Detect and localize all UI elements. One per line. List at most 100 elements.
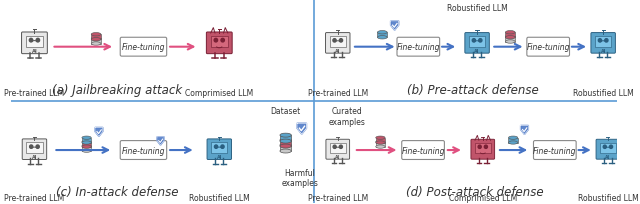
Ellipse shape — [506, 35, 515, 39]
Text: Fine-tuning: Fine-tuning — [527, 43, 570, 52]
FancyBboxPatch shape — [120, 141, 166, 160]
Circle shape — [609, 145, 612, 149]
Text: Fine-tuning: Fine-tuning — [397, 43, 440, 52]
Ellipse shape — [92, 43, 101, 46]
Text: AI: AI — [31, 49, 37, 54]
Circle shape — [479, 39, 482, 43]
Ellipse shape — [92, 38, 101, 42]
FancyBboxPatch shape — [211, 143, 227, 154]
FancyBboxPatch shape — [506, 33, 515, 38]
Text: Comprimised LLM: Comprimised LLM — [449, 193, 517, 202]
Circle shape — [214, 39, 218, 43]
Text: Curated
examples: Curated examples — [329, 107, 365, 126]
Ellipse shape — [82, 149, 92, 153]
FancyBboxPatch shape — [280, 135, 291, 141]
FancyBboxPatch shape — [280, 145, 291, 151]
Ellipse shape — [376, 140, 385, 144]
Text: (b) Pre-attack defense: (b) Pre-attack defense — [408, 84, 539, 97]
Text: Pre-trained LLM: Pre-trained LLM — [308, 89, 368, 98]
FancyBboxPatch shape — [207, 139, 232, 160]
Ellipse shape — [280, 133, 291, 137]
FancyBboxPatch shape — [376, 142, 385, 147]
Text: Comprimised LLM: Comprimised LLM — [185, 89, 253, 98]
Text: Robustified LLM: Robustified LLM — [447, 4, 508, 13]
Text: Robustified LLM: Robustified LLM — [573, 89, 634, 98]
Circle shape — [36, 39, 40, 43]
FancyBboxPatch shape — [378, 33, 387, 38]
Ellipse shape — [280, 143, 291, 147]
Circle shape — [339, 39, 342, 43]
Circle shape — [29, 145, 33, 149]
FancyBboxPatch shape — [26, 37, 43, 48]
Circle shape — [214, 145, 218, 149]
Ellipse shape — [82, 141, 92, 144]
Text: AI: AI — [32, 155, 37, 160]
Polygon shape — [157, 137, 164, 145]
Text: AI: AI — [605, 154, 611, 159]
Text: Fine-tuning: Fine-tuning — [533, 146, 577, 155]
Text: Pre-trained LLM: Pre-trained LLM — [4, 89, 65, 98]
FancyBboxPatch shape — [397, 38, 440, 57]
FancyBboxPatch shape — [402, 141, 444, 160]
FancyBboxPatch shape — [508, 138, 518, 143]
Text: (a) Jailbreaking attack: (a) Jailbreaking attack — [52, 84, 182, 97]
Text: AI: AI — [600, 49, 606, 54]
Polygon shape — [95, 128, 103, 137]
FancyBboxPatch shape — [600, 143, 616, 154]
FancyBboxPatch shape — [471, 140, 495, 159]
Ellipse shape — [280, 144, 291, 148]
Circle shape — [29, 39, 33, 43]
Text: (c) In-attack defense: (c) In-attack defense — [56, 185, 178, 198]
Text: AI: AI — [335, 154, 340, 159]
FancyBboxPatch shape — [92, 39, 101, 44]
FancyBboxPatch shape — [280, 140, 291, 146]
Text: AI: AI — [335, 49, 340, 54]
Polygon shape — [520, 126, 529, 135]
FancyBboxPatch shape — [534, 141, 576, 160]
Text: Fine-tuning: Fine-tuning — [122, 146, 165, 155]
Text: (d) Post-attack defense: (d) Post-attack defense — [406, 185, 544, 198]
Ellipse shape — [506, 37, 515, 40]
FancyBboxPatch shape — [22, 33, 47, 54]
Circle shape — [598, 39, 602, 43]
FancyBboxPatch shape — [469, 37, 485, 48]
Circle shape — [484, 145, 488, 149]
FancyBboxPatch shape — [82, 146, 92, 151]
FancyBboxPatch shape — [465, 33, 490, 54]
FancyBboxPatch shape — [326, 140, 349, 159]
Text: Harmful
examples: Harmful examples — [282, 168, 318, 187]
Text: Fine-tuning: Fine-tuning — [122, 43, 165, 52]
Ellipse shape — [82, 136, 92, 140]
FancyBboxPatch shape — [527, 38, 570, 57]
FancyBboxPatch shape — [22, 139, 47, 160]
Ellipse shape — [376, 136, 385, 140]
Circle shape — [333, 145, 336, 149]
Text: Pre-trained LLM: Pre-trained LLM — [308, 193, 368, 202]
FancyBboxPatch shape — [330, 143, 346, 154]
Circle shape — [604, 145, 606, 149]
Text: Robustified LLM: Robustified LLM — [577, 193, 638, 202]
FancyBboxPatch shape — [206, 33, 232, 54]
Polygon shape — [390, 22, 399, 31]
FancyBboxPatch shape — [376, 138, 385, 143]
Ellipse shape — [280, 139, 291, 142]
FancyBboxPatch shape — [591, 33, 616, 54]
FancyBboxPatch shape — [211, 37, 228, 48]
Ellipse shape — [376, 145, 385, 149]
Text: AI: AI — [474, 49, 480, 54]
FancyBboxPatch shape — [596, 140, 620, 159]
Ellipse shape — [376, 141, 385, 144]
Text: Dataset: Dataset — [271, 107, 301, 116]
Ellipse shape — [280, 149, 291, 153]
Ellipse shape — [378, 37, 387, 40]
Circle shape — [36, 145, 39, 149]
Circle shape — [472, 39, 476, 43]
Ellipse shape — [508, 141, 518, 144]
Circle shape — [478, 145, 481, 149]
FancyBboxPatch shape — [82, 138, 92, 143]
Ellipse shape — [280, 139, 291, 143]
Ellipse shape — [92, 38, 101, 41]
FancyBboxPatch shape — [506, 37, 515, 42]
FancyBboxPatch shape — [82, 142, 92, 147]
FancyBboxPatch shape — [326, 33, 350, 54]
